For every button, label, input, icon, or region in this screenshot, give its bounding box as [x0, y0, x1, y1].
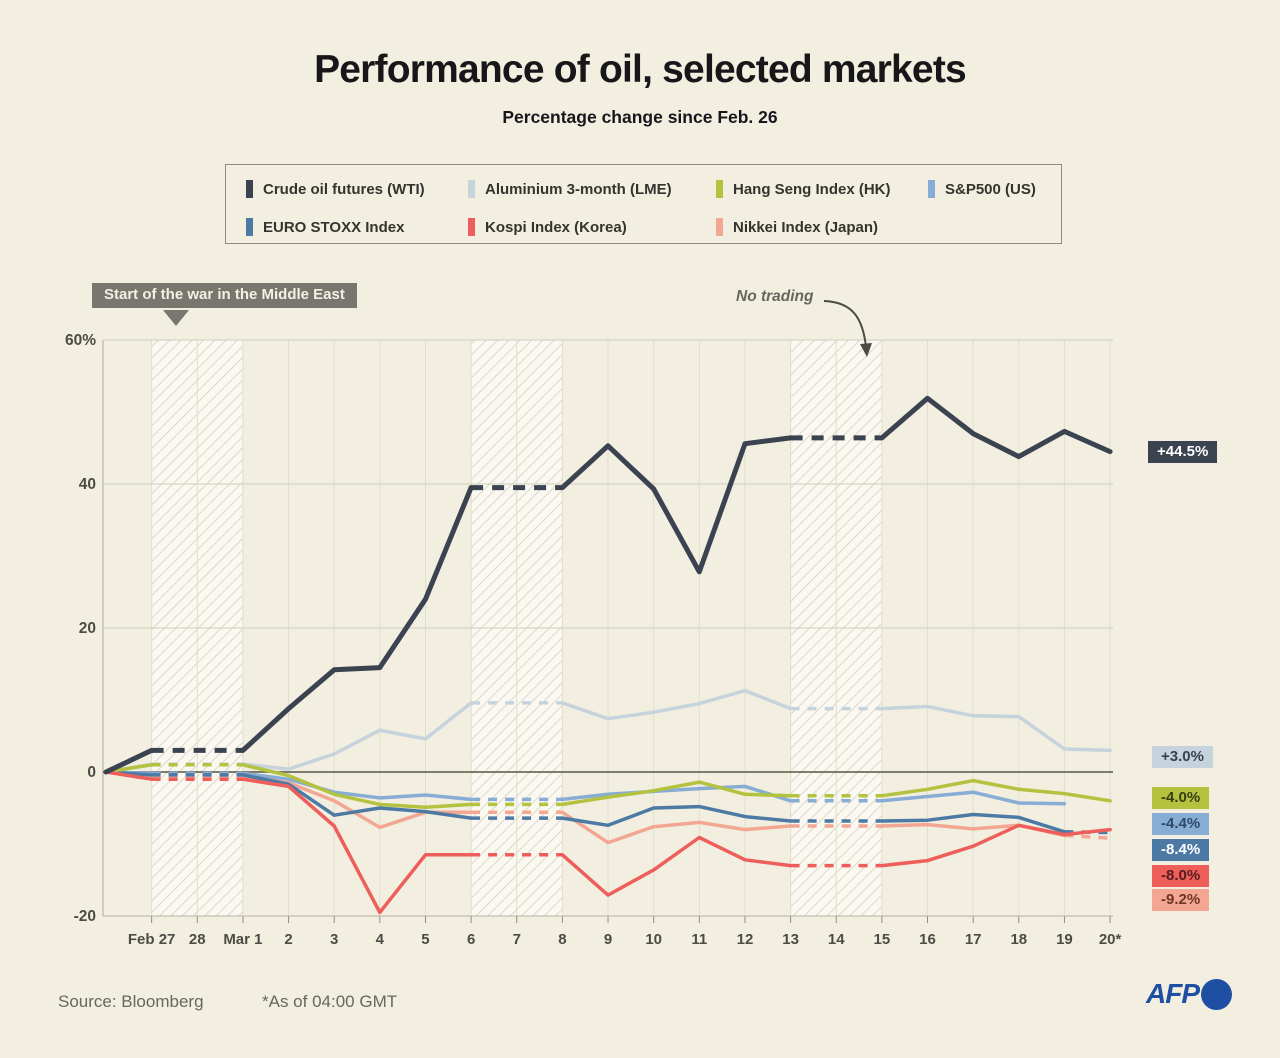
y-tick-label: 40: [79, 476, 96, 493]
legend-item-hangseng: Hang Seng Index (HK): [716, 178, 928, 200]
x-tick-label: 15: [874, 931, 891, 948]
legend-label-hangseng: Hang Seng Index (HK): [733, 180, 891, 198]
series-line-eurostoxx: [880, 812, 1067, 834]
legend-label-aluminium: Aluminium 3-month (LME): [485, 180, 672, 198]
legend-swatch-nikkei-icon: [716, 218, 723, 236]
series-line-sp500: [241, 771, 473, 802]
x-tick-label: 10: [645, 931, 662, 948]
series-line-kospi: [104, 770, 154, 781]
page-title: Performance of oil, selected markets: [314, 48, 967, 91]
no-trading-arrowhead-icon: [860, 343, 872, 357]
legend-item-aluminium: Aluminium 3-month (LME): [468, 178, 716, 200]
x-tick-label: 20*: [1099, 931, 1122, 948]
series-line-hangseng: [241, 763, 473, 810]
x-tick-label: 9: [604, 931, 612, 948]
legend-item-sp500: S&P500 (US): [928, 178, 1061, 200]
legend-swatch-sp500-icon: [928, 180, 935, 198]
legend-item-eurostoxx: EURO STOXX Index: [246, 216, 468, 238]
series-line-kospi: [880, 823, 1112, 868]
no-trading-arrow-icon: [823, 300, 867, 348]
end-value-chip-aluminium: +3.0%: [1152, 746, 1213, 768]
series-line-nikkei: [560, 810, 793, 845]
end-value-chip-eurostoxx: -8.4%: [1152, 839, 1210, 861]
x-tick-label: 6: [467, 931, 475, 948]
series-line-aluminium: [241, 701, 473, 771]
source-label: Source: Bloomberg: [58, 992, 204, 1011]
legend-label-wti: Crude oil futures (WTI): [263, 180, 425, 198]
page-subtitle: Percentage change since Feb. 26: [502, 107, 778, 127]
series-line-wti: [879, 395, 1113, 460]
series-line-hangseng: [880, 778, 1112, 803]
x-tick-label: 3: [330, 931, 338, 948]
legend-swatch-eurostoxx-icon: [246, 218, 253, 236]
x-tick-label: 4: [376, 931, 385, 948]
legend-swatch-kospi-icon: [468, 218, 475, 236]
x-tick-label: 16: [919, 931, 936, 948]
legend-item-kospi: Kospi Index (Korea): [468, 216, 716, 238]
end-value-chip-nikkei: -9.2%: [1152, 889, 1210, 911]
x-tick-label: 5: [421, 931, 429, 948]
war-annotation-pointer-icon: [163, 310, 189, 326]
y-tick-label: -20: [74, 908, 96, 925]
series-line-nikkei: [1064, 833, 1111, 840]
x-tick-label: 11: [691, 931, 707, 948]
legend: Crude oil futures (WTI) Aluminium 3-month…: [225, 164, 1062, 244]
end-value-chip-sp500: -4.4%: [1152, 813, 1210, 835]
series-line-aluminium: [880, 704, 1112, 753]
series-line-sp500: [880, 790, 1067, 806]
legend-swatch-hangseng-icon: [716, 180, 723, 198]
legend-item-nikkei: Nikkei Index (Japan): [716, 216, 928, 238]
x-tick-label: 12: [737, 931, 754, 948]
end-value-chip-kospi: -8.0%: [1152, 865, 1210, 887]
x-tick-label: 19: [1056, 931, 1073, 948]
x-tick-label: 17: [965, 931, 982, 948]
afp-logo-circle-icon: [1201, 978, 1232, 1010]
x-tick-label: 13: [782, 931, 799, 948]
legend-label-nikkei: Nikkei Index (Japan): [733, 218, 879, 236]
y-tick-label: 20: [79, 620, 96, 637]
no-trading-annotation: No trading: [736, 288, 814, 305]
x-tick-label: 8: [558, 931, 566, 948]
legend-swatch-aluminium-icon: [468, 180, 475, 198]
x-tick-label: 18: [1010, 931, 1027, 948]
asof-label: *As of 04:00 GMT: [262, 992, 398, 1011]
series-line-eurostoxx: [241, 773, 473, 820]
y-tick-label: 60%: [65, 332, 96, 349]
legend-swatch-wti-icon: [246, 180, 253, 198]
x-tick-label: Mar 1: [223, 931, 262, 948]
x-tick-label: 7: [513, 931, 521, 948]
series-line-wti: [103, 747, 155, 775]
end-value-chip-wti: +44.5%: [1148, 441, 1218, 463]
x-tick-label: 14: [828, 931, 845, 948]
x-tick-label: 2: [284, 931, 292, 948]
x-tick-label: 28: [189, 931, 206, 948]
series-line-kospi: [560, 835, 793, 897]
end-value-chip-hangseng: -4.0%: [1152, 787, 1210, 809]
legend-label-sp500: S&P500 (US): [945, 180, 1036, 198]
x-tick-label: Feb 27: [128, 931, 176, 948]
legend-label-eurostoxx: EURO STOXX Index: [263, 218, 405, 236]
series-line-sp500: [560, 784, 793, 803]
war-annotation: Start of the war in the Middle East: [92, 283, 357, 308]
afp-logo-text: AFP: [1146, 978, 1200, 1009]
series-line-kospi: [241, 777, 473, 915]
series-line-hangseng: [560, 780, 793, 807]
series-line-aluminium: [560, 688, 793, 721]
y-tick-label: 0: [87, 764, 96, 781]
legend-label-kospi: Kospi Index (Korea): [485, 218, 627, 236]
series-line-wti: [240, 485, 474, 753]
legend-item-wti: Crude oil futures (WTI): [246, 178, 468, 200]
series-line-eurostoxx: [560, 804, 793, 828]
afp-logo: AFP: [1146, 978, 1232, 1010]
series-line-wti: [559, 435, 794, 575]
